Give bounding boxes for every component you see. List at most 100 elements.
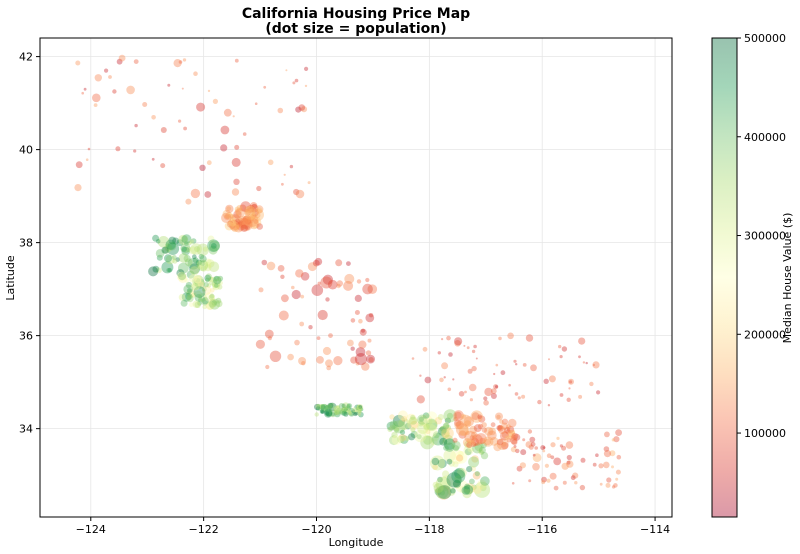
scatter-point — [455, 423, 469, 436]
scatter-point — [398, 433, 407, 442]
scatter-point — [316, 356, 324, 364]
scatter-point — [293, 188, 300, 196]
scatter-point — [464, 483, 476, 494]
scatter-point — [240, 217, 252, 230]
scatter-point — [450, 449, 465, 465]
scatter-point — [171, 255, 177, 260]
scatter-point — [167, 83, 171, 87]
scatter-point — [339, 407, 346, 414]
scatter-point — [392, 414, 406, 428]
scatter-point — [317, 406, 323, 411]
scatter-point — [239, 204, 247, 212]
scatter-point — [207, 239, 220, 252]
scatter-point — [334, 410, 341, 418]
scatter-point — [463, 445, 474, 456]
scatter-point — [176, 269, 185, 278]
scatter-point — [197, 264, 203, 270]
scatter-point — [452, 479, 461, 488]
scatter-point — [156, 254, 163, 261]
scatter-point — [515, 363, 518, 366]
scatter-point — [358, 318, 363, 324]
scatter-point — [389, 435, 399, 446]
scatter-point — [213, 275, 220, 282]
scatter-point — [464, 430, 477, 443]
scatter-point — [234, 206, 240, 212]
scatter-point — [387, 426, 393, 433]
scatter-point — [184, 278, 189, 283]
scatter-point — [409, 416, 418, 425]
scatter-point — [261, 259, 268, 266]
scatter-point — [211, 301, 217, 307]
scatter-point — [501, 441, 507, 447]
scatter-point — [353, 412, 358, 417]
scatter-point — [463, 416, 474, 427]
scatter-point — [511, 482, 515, 485]
scatter-point — [354, 294, 362, 302]
scatter-point — [425, 428, 431, 435]
scatter-point — [329, 409, 337, 418]
scatter-point — [212, 98, 218, 104]
scatter-point — [206, 301, 215, 310]
scatter-point — [480, 451, 489, 460]
scatter-point — [603, 461, 610, 469]
scatter-point — [437, 458, 447, 469]
scatter-point — [217, 276, 222, 282]
scatter-point — [445, 424, 451, 431]
scatter-point — [568, 387, 571, 390]
scatter-point — [460, 414, 472, 427]
colorbar-ticks: 100000 200000 300000 400000 500000 — [737, 32, 786, 440]
scatter-point — [507, 430, 516, 438]
scatter-point — [232, 115, 235, 118]
scatter-point — [224, 221, 234, 231]
scatter-point — [478, 415, 486, 423]
scatter-point — [264, 329, 274, 339]
scatter-point — [346, 403, 353, 409]
scatter-point — [81, 91, 84, 95]
scatter-point — [308, 325, 313, 330]
scatter-point — [589, 381, 594, 387]
scatter-point — [417, 420, 424, 427]
scatter-point — [521, 394, 526, 399]
scatter-point — [324, 408, 333, 417]
scatter-point — [320, 403, 328, 412]
scatter-point — [327, 402, 334, 409]
scatter-point — [294, 339, 300, 346]
scatter-point — [452, 437, 458, 443]
scatter-point — [342, 402, 350, 410]
scatter-point — [498, 426, 506, 435]
scatter-point — [189, 263, 201, 275]
scatter-point — [501, 422, 509, 430]
scatter-point — [399, 429, 406, 435]
y-tick-label: 34 — [19, 423, 33, 436]
scatter-point — [493, 443, 502, 452]
scatter-point — [484, 426, 494, 436]
scatter-point — [92, 93, 101, 103]
scatter-point — [458, 391, 465, 397]
scatter-point — [281, 294, 289, 303]
scatter-point — [561, 445, 567, 451]
scatter-point — [527, 429, 533, 434]
scatter-point — [333, 356, 343, 366]
scatter-point — [455, 480, 469, 493]
scatter-point — [456, 454, 464, 462]
scatter-point — [206, 259, 215, 268]
scatter-point — [433, 483, 444, 493]
scatter-point — [613, 483, 618, 488]
scatter-point — [334, 409, 340, 415]
scatter-point — [525, 441, 533, 448]
scatter-point — [393, 424, 400, 431]
scatter-point — [558, 344, 562, 349]
scatter-point — [582, 361, 586, 364]
y-tick-label: 40 — [19, 144, 33, 157]
scatter-point — [126, 85, 135, 95]
scatter-point — [186, 270, 195, 279]
x-tick-label: −116 — [527, 523, 557, 536]
chart-subtitle: (dot size = population) — [265, 21, 446, 37]
scatter-point — [199, 164, 206, 171]
scatter-point — [181, 246, 190, 256]
scatter-point — [490, 393, 497, 399]
scatter-point — [499, 419, 504, 424]
scatter-point — [118, 54, 126, 62]
scatter-point — [522, 363, 527, 367]
scatter-point — [356, 405, 362, 410]
